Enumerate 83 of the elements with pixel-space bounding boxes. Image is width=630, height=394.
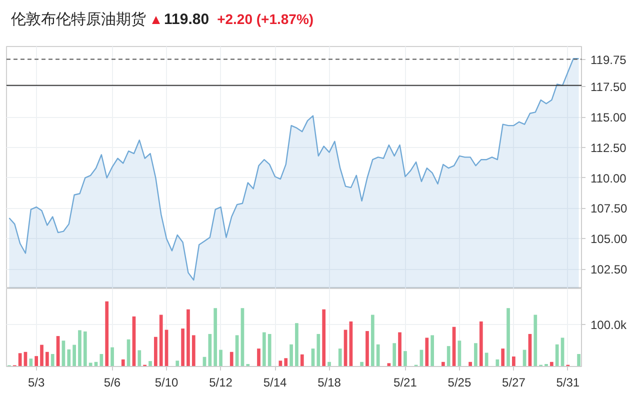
bar [506,308,510,366]
bar [425,338,429,366]
x-tick-label: 5/3 [28,376,45,390]
bar [181,328,184,366]
bar [262,332,266,366]
bar [322,309,326,366]
bar [387,363,391,366]
bar [484,352,488,366]
x-tick-label: 5/12 [209,376,233,390]
bar [50,354,54,366]
bar [78,330,82,366]
bar [300,354,304,366]
bar [392,343,396,366]
bar [338,348,342,366]
bar [230,352,234,366]
y-tick-label: 105.00 [590,232,628,246]
bar [67,349,71,366]
ref-line-label: 119.75 [590,52,627,67]
bar [100,354,104,366]
x-tick-label: 5/10 [154,376,179,390]
x-tick-label: 5/6 [104,376,121,390]
bar [512,356,516,366]
bar [295,323,298,366]
bar [105,301,109,366]
bar [550,362,554,366]
bar [88,362,92,366]
x-tick-label: 5/31 [556,376,580,390]
text: 119.80 [164,11,210,28]
bar [366,331,369,366]
y-tick-label: 100.0k [590,318,628,332]
bar [479,321,483,366]
bar [404,351,407,366]
bar [268,334,272,366]
bar [219,350,222,366]
y-tick-label: 112.50 [590,140,627,155]
y-tick-label: 110.00 [590,171,627,186]
bar [555,344,559,366]
bar [360,362,364,366]
bar [496,359,500,366]
bar [328,362,331,366]
text: +2.20 (+1.87%) [217,11,314,27]
x-tick-label: 5/25 [448,376,472,390]
bar [72,344,76,366]
bar [534,314,538,366]
bar [186,309,190,366]
bar [176,360,180,366]
bar [441,362,445,366]
bar [83,331,87,366]
bar [316,334,320,366]
bar [376,344,380,366]
bar [474,343,478,366]
bar [370,314,374,366]
bar [154,336,158,366]
bar [192,335,196,366]
bar [290,344,293,366]
bar [138,350,142,366]
y-tick-label: 102.50 [590,262,628,277]
bar [29,358,33,366]
bar [430,335,434,366]
bar [501,348,505,366]
bar [121,359,125,366]
y-tick-label: 107.50 [590,202,628,216]
y-tick-label: 117.50 [590,80,627,94]
bar [257,348,260,366]
x-tick-label: 5/21 [394,376,418,390]
bar [214,308,218,366]
bar [208,334,212,366]
x-tick-label: 5/14 [263,376,288,390]
bar [284,358,288,366]
bar [468,362,472,366]
bar [34,356,38,366]
bar [148,361,152,366]
bar [577,354,580,366]
bar [40,344,44,366]
x-tick-label: 5/18 [318,376,342,390]
bar [398,332,402,366]
chart-title: 伦敦布伦特原油期货 [11,11,146,28]
bar [110,347,114,366]
y-tick-label: 115.00 [590,110,627,125]
bar [446,346,450,366]
bar [159,314,163,366]
bar [46,352,49,366]
x-tick-label: 5/27 [502,376,526,390]
